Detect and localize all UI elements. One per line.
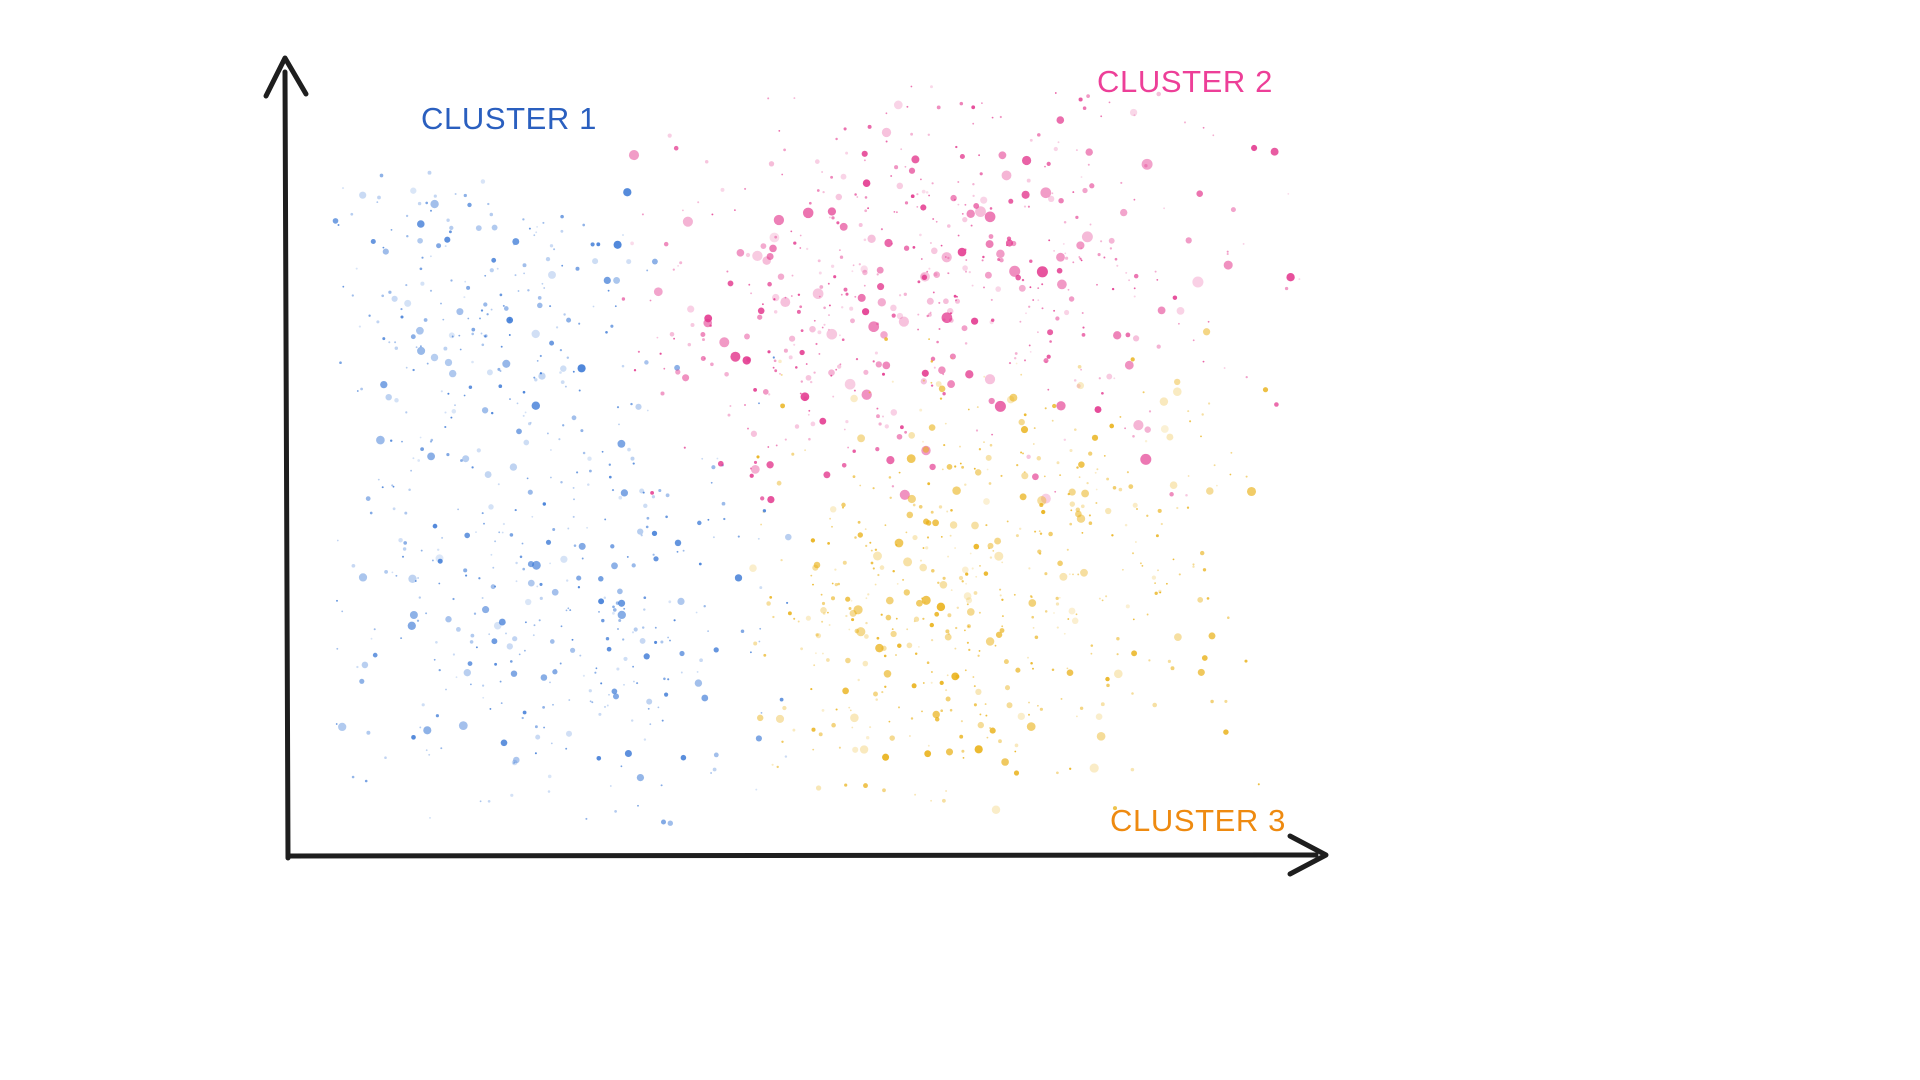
x-axis-arrow-icon [1287, 833, 1329, 877]
cluster-points-1 [332, 170, 792, 826]
cluster-label-3: CLUSTER 3 [1110, 803, 1286, 838]
cluster-points-2 [621, 85, 1301, 504]
cluster-points-3 [749, 328, 1269, 815]
cluster-label-2: CLUSTER 2 [1097, 64, 1273, 99]
y-axis [263, 55, 309, 861]
cluster-label-1: CLUSTER 1 [421, 101, 597, 136]
x-axis [285, 833, 1329, 877]
y-axis-arrow-icon [263, 55, 309, 99]
